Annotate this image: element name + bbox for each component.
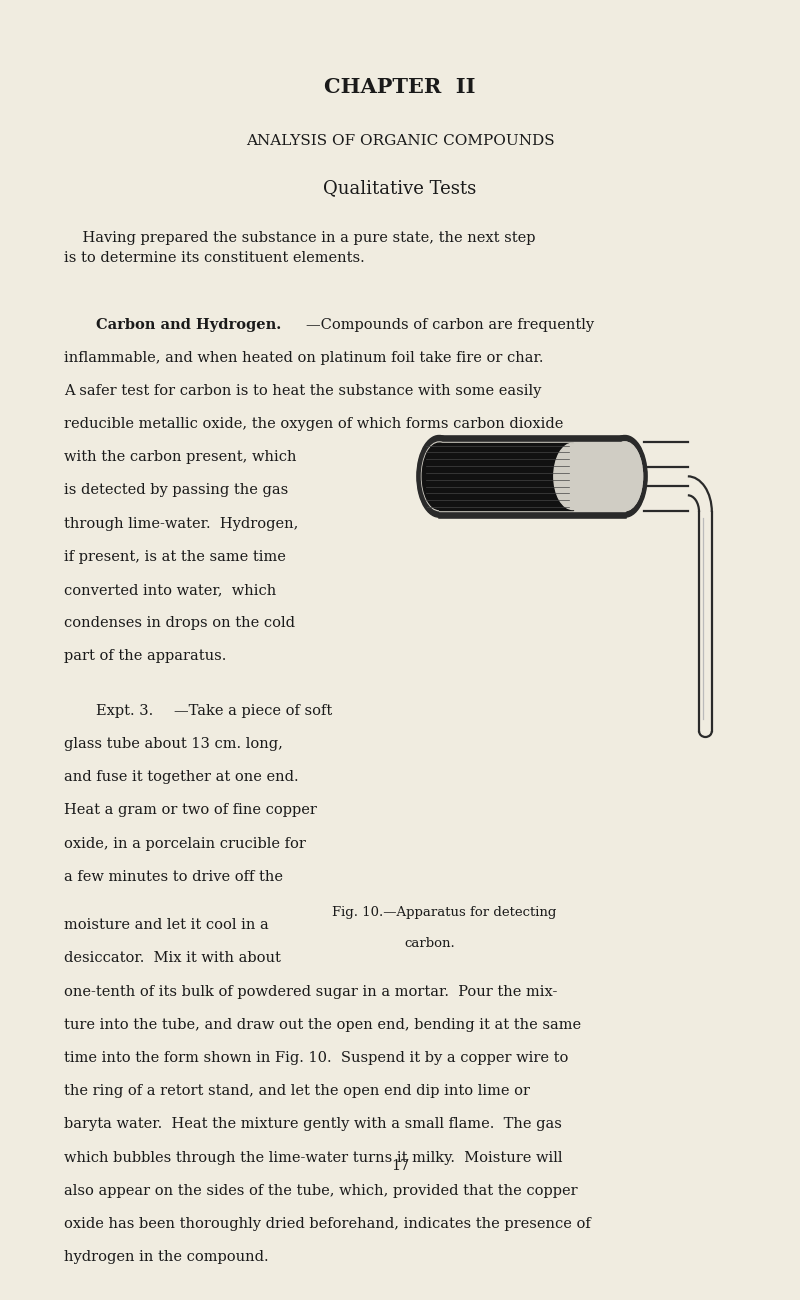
Text: part of the apparatus.: part of the apparatus. (64, 649, 226, 663)
Text: the ring of a retort stand, and let the open end dip into lime or: the ring of a retort stand, and let the … (64, 1084, 530, 1098)
Text: Heat a gram or two of fine copper: Heat a gram or two of fine copper (64, 803, 317, 818)
Text: also appear on the sides of the tube, which, provided that the copper: also appear on the sides of the tube, wh… (64, 1184, 578, 1197)
Bar (439, 436, 625, 516)
Text: time into the form shown in Fig. 10.  Suspend it by a copper wire to: time into the form shown in Fig. 10. Sus… (64, 1050, 568, 1065)
Text: if present, is at the same time: if present, is at the same time (64, 550, 286, 564)
Text: Having prepared the substance in a pure state, the next step
is to determine its: Having prepared the substance in a pure … (64, 231, 535, 265)
Text: condenses in drops on the cold: condenses in drops on the cold (64, 616, 295, 630)
Text: and fuse it together at one end.: and fuse it together at one end. (64, 770, 298, 784)
Text: with the carbon present, which: with the carbon present, which (64, 450, 297, 464)
Ellipse shape (422, 442, 457, 511)
Text: CHAPTER  II: CHAPTER II (324, 77, 476, 98)
Text: through lime-water.  Hydrogen,: through lime-water. Hydrogen, (64, 516, 298, 530)
Bar (439, 443, 573, 510)
Ellipse shape (607, 442, 642, 511)
Text: glass tube about 13 cm. long,: glass tube about 13 cm. long, (64, 737, 283, 751)
Ellipse shape (607, 442, 642, 511)
Text: A safer test for carbon is to heat the substance with some easily: A safer test for carbon is to heat the s… (64, 384, 542, 398)
Text: desiccator.  Mix it with about: desiccator. Mix it with about (64, 952, 281, 966)
Text: 17: 17 (391, 1158, 409, 1173)
Text: Expt. 3.: Expt. 3. (96, 703, 154, 718)
Text: Fig. 10.—Apparatus for detecting: Fig. 10.—Apparatus for detecting (332, 906, 556, 919)
Text: is detected by passing the gas: is detected by passing the gas (64, 484, 288, 498)
Text: baryta water.  Heat the mixture gently with a small flame.  The gas: baryta water. Heat the mixture gently wi… (64, 1118, 562, 1131)
Ellipse shape (603, 436, 646, 516)
Ellipse shape (422, 443, 456, 510)
Text: reducible metallic oxide, the oxygen of which forms carbon dioxide: reducible metallic oxide, the oxygen of … (64, 417, 563, 432)
Text: hydrogen in the compound.: hydrogen in the compound. (64, 1251, 269, 1264)
Text: ture into the tube, and draw out the open end, bending it at the same: ture into the tube, and draw out the ope… (64, 1018, 581, 1032)
Text: moisture and let it cool in a: moisture and let it cool in a (64, 918, 269, 932)
Text: inflammable, and when heated on platinum foil take fire or char.: inflammable, and when heated on platinum… (64, 351, 543, 365)
Text: one-tenth of its bulk of powdered sugar in a mortar.  Pour the mix-: one-tenth of its bulk of powdered sugar … (64, 984, 558, 998)
Text: oxide has been thoroughly dried beforehand, indicates the presence of: oxide has been thoroughly dried beforeha… (64, 1217, 590, 1231)
Text: which bubbles through the lime-water turns it milky.  Moisture will: which bubbles through the lime-water tur… (64, 1150, 562, 1165)
Text: a few minutes to drive off the: a few minutes to drive off the (64, 870, 283, 884)
Text: —Compounds of carbon are frequently: —Compounds of carbon are frequently (306, 317, 594, 332)
Text: Qualitative Tests: Qualitative Tests (323, 179, 477, 196)
Ellipse shape (418, 436, 461, 516)
Ellipse shape (554, 443, 592, 510)
Bar (439, 442, 625, 511)
Text: oxide, in a porcelain crucible for: oxide, in a porcelain crucible for (64, 836, 306, 850)
Text: converted into water,  which: converted into water, which (64, 582, 276, 597)
Text: carbon.: carbon. (404, 937, 454, 950)
Text: Carbon and Hydrogen.: Carbon and Hydrogen. (96, 317, 282, 332)
Text: ANALYSIS OF ORGANIC COMPOUNDS: ANALYSIS OF ORGANIC COMPOUNDS (246, 134, 554, 148)
Text: —Take a piece of soft: —Take a piece of soft (174, 703, 333, 718)
